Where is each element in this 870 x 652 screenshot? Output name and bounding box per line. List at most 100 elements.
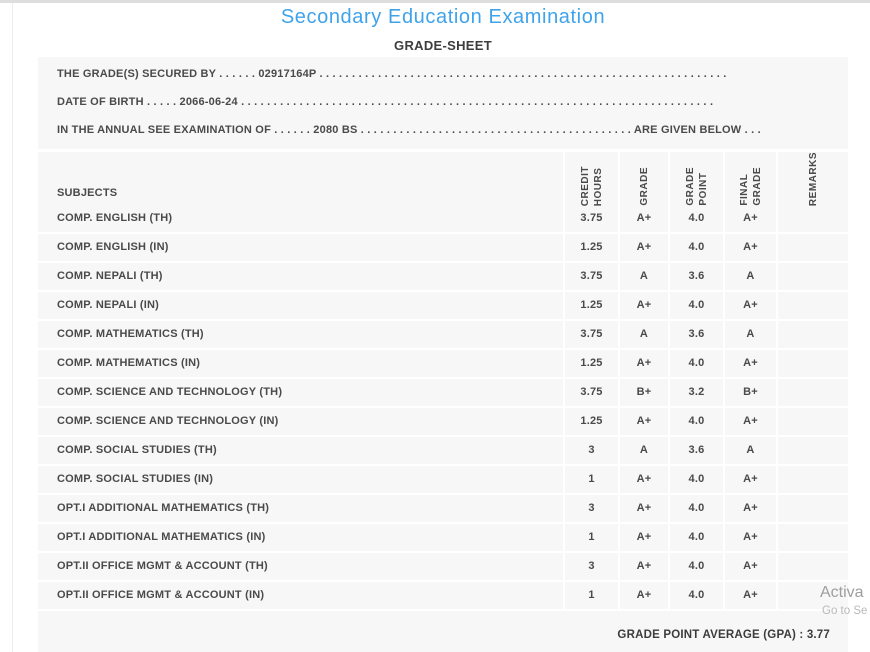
cell-grade: A+ <box>620 234 668 261</box>
cell-subject: COMP. SOCIAL STUDIES (TH) <box>38 437 563 464</box>
top-border <box>0 0 870 3</box>
gpa-summary-row: GRADE POINT AVERAGE (GPA) : 3.77 <box>38 611 848 652</box>
cell-grade-point: 4.0 <box>670 582 723 609</box>
table-header-row: SUBJECTS CREDIT HOURS GRADE GRADE POINT … <box>38 152 848 212</box>
cell-remarks <box>778 234 848 261</box>
cell-grade: A+ <box>620 292 668 319</box>
cell-subject: COMP. ENGLISH (IN) <box>38 234 563 261</box>
column-header-remarks: REMARKS <box>778 152 848 212</box>
cell-subject: OPT.I ADDITIONAL MATHEMATICS (IN) <box>38 524 563 551</box>
cell-final-grade: A+ <box>725 234 776 261</box>
table-row: OPT.I ADDITIONAL MATHEMATICS (IN) 1 A+ 4.0 A… <box>38 524 848 551</box>
cell-remarks <box>778 263 848 290</box>
cell-final-grade: A+ <box>725 466 776 493</box>
cell-final-grade: A+ <box>725 495 776 522</box>
table-row: COMP. SOCIAL STUDIES (TH) 3 A 3.6 A <box>38 437 848 464</box>
table-row: COMP. NEPALI (IN) 1.25 A+ 4.0 A+ <box>38 292 848 319</box>
cell-final-grade: A+ <box>725 205 776 232</box>
grades-table: SUBJECTS CREDIT HOURS GRADE GRADE POINT … <box>38 152 848 609</box>
table-row: OPT.II OFFICE MGMT & ACCOUNT (IN) 1 A+ 4.0 A… <box>38 582 848 609</box>
cell-subject: COMP. MATHEMATICS (TH) <box>38 321 563 348</box>
cell-credit-hours: 1.25 <box>565 350 618 377</box>
cell-credit-hours: 1 <box>565 582 618 609</box>
page-title: Secondary Education Examination <box>280 6 606 28</box>
table-body: COMP. ENGLISH (TH) 3.75 A+ 4.0 A+ COMP. ENGLI… <box>38 205 848 609</box>
gpa-text: GRADE POINT AVERAGE (GPA) : 3.77 <box>617 629 830 641</box>
cell-final-grade: A <box>725 437 776 464</box>
cell-final-grade: A <box>725 321 776 348</box>
cell-grade: A+ <box>620 466 668 493</box>
table-row: COMP. SOCIAL STUDIES (IN) 1 A+ 4.0 A+ <box>38 466 848 493</box>
cell-subject: COMP. ENGLISH (TH) <box>38 205 563 232</box>
candidate-info-block: THE GRADE(S) SECURED BY . . . . . . 0291… <box>38 57 848 149</box>
cell-grade-point: 4.0 <box>670 495 723 522</box>
remarks-rotated-label: REMARKS <box>807 152 819 207</box>
cell-grade-point: 3.6 <box>670 437 723 464</box>
cell-grade-point: 4.0 <box>670 350 723 377</box>
table-row: OPT.II OFFICE MGMT & ACCOUNT (TH) 3 A+ 4.0 A… <box>38 553 848 580</box>
cell-subject: OPT.I ADDITIONAL MATHEMATICS (TH) <box>38 495 563 522</box>
cell-grade-point: 4.0 <box>670 408 723 435</box>
cell-credit-hours: 1.25 <box>565 292 618 319</box>
info-line-examination-year: IN THE ANNUAL SEE EXAMINATION OF . . . .… <box>57 124 761 136</box>
cell-subject: OPT.II OFFICE MGMT & ACCOUNT (TH) <box>38 553 563 580</box>
cell-remarks <box>778 321 848 348</box>
cell-credit-hours: 3 <box>565 495 618 522</box>
cell-grade: A+ <box>620 350 668 377</box>
table-row: COMP. MATHEMATICS (TH) 3.75 A 3.6 A <box>38 321 848 348</box>
cell-grade: A+ <box>620 205 668 232</box>
cell-final-grade: B+ <box>725 379 776 406</box>
cell-subject: COMP. SCIENCE AND TECHNOLOGY (IN) <box>38 408 563 435</box>
cell-remarks <box>778 466 848 493</box>
activate-windows-watermark: Activa <box>820 584 864 601</box>
cell-final-grade: A+ <box>725 582 776 609</box>
table-row: COMP. SCIENCE AND TECHNOLOGY (IN) 1.25 A+ 4… <box>38 408 848 435</box>
cell-credit-hours: 1 <box>565 524 618 551</box>
cell-credit-hours: 3 <box>565 437 618 464</box>
cell-credit-hours: 1 <box>565 466 618 493</box>
cell-final-grade: A+ <box>725 553 776 580</box>
cell-remarks <box>778 524 848 551</box>
cell-grade-point: 4.0 <box>670 205 723 232</box>
column-header-subjects: SUBJECTS <box>38 152 563 212</box>
cell-final-grade: A+ <box>725 292 776 319</box>
cell-grade-point: 4.0 <box>670 466 723 493</box>
cell-credit-hours: 1.25 <box>565 408 618 435</box>
cell-grade-point: 4.0 <box>670 234 723 261</box>
watermark-settings-subtext: Go to Se <box>822 605 868 617</box>
table-row: COMP. ENGLISH (IN) 1.25 A+ 4.0 A+ <box>38 234 848 261</box>
column-header-grade-point: GRADE POINT <box>670 152 723 212</box>
cell-grade: A+ <box>620 408 668 435</box>
cell-credit-hours: 3.75 <box>565 379 618 406</box>
grade-sheet-card: Secondary Education Examination GRADE-SH… <box>38 3 848 652</box>
info-line-symbol-number: THE GRADE(S) SECURED BY . . . . . . 0291… <box>57 68 727 80</box>
info-line-date-of-birth: DATE OF BIRTH . . . . . 2066-06-24 . . .… <box>57 96 714 108</box>
cell-grade: B+ <box>620 379 668 406</box>
cell-final-grade: A+ <box>725 350 776 377</box>
cell-remarks <box>778 437 848 464</box>
cell-credit-hours: 3 <box>565 553 618 580</box>
cell-credit-hours: 3.75 <box>565 321 618 348</box>
cell-subject: OPT.II OFFICE MGMT & ACCOUNT (IN) <box>38 582 563 609</box>
cell-grade: A <box>620 321 668 348</box>
table-row: COMP. ENGLISH (TH) 3.75 A+ 4.0 A+ <box>38 205 848 232</box>
cell-remarks <box>778 408 848 435</box>
table-row: COMP. MATHEMATICS (IN) 1.25 A+ 4.0 A+ <box>38 350 848 377</box>
cell-subject: COMP. SOCIAL STUDIES (IN) <box>38 466 563 493</box>
cell-grade-point: 4.0 <box>670 524 723 551</box>
cell-remarks <box>778 495 848 522</box>
cell-remarks <box>778 379 848 406</box>
cell-remarks <box>778 292 848 319</box>
grade-point-rotated-label: GRADE POINT <box>684 167 709 207</box>
cell-grade: A+ <box>620 553 668 580</box>
cell-subject: COMP. SCIENCE AND TECHNOLOGY (TH) <box>38 379 563 406</box>
column-header-final-grade: FINAL GRADE <box>725 152 776 212</box>
cell-final-grade: A <box>725 263 776 290</box>
table-row: COMP. NEPALI (TH) 3.75 A 3.6 A <box>38 263 848 290</box>
cell-credit-hours: 1.25 <box>565 234 618 261</box>
column-header-grade: GRADE <box>620 152 668 212</box>
cell-credit-hours: 3.75 <box>565 205 618 232</box>
cell-grade-point: 3.6 <box>670 263 723 290</box>
cell-grade: A <box>620 263 668 290</box>
cell-grade-point: 3.2 <box>670 379 723 406</box>
